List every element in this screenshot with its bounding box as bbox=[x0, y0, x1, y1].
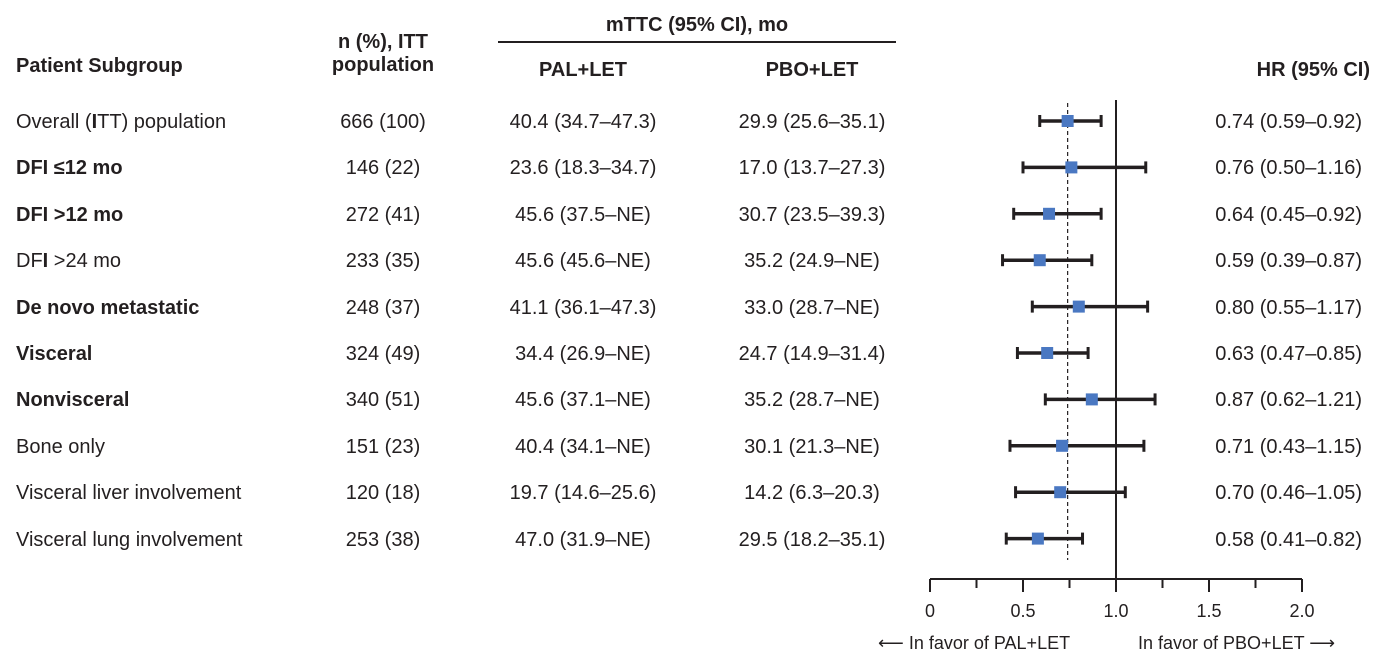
label-pre: Overall ( bbox=[16, 111, 92, 133]
hr-point-marker bbox=[1056, 439, 1069, 452]
hr-point-marker bbox=[1072, 300, 1085, 313]
header-n-line1: n (%), ITT bbox=[338, 31, 428, 53]
pal-let-mttc: 40.4 (34.7–47.3) bbox=[509, 111, 657, 133]
hr-ci-text: 0.80 (0.55–1.17) bbox=[1215, 296, 1362, 319]
favor-right-text: In favor of PBO+LET bbox=[1138, 633, 1305, 653]
subgroup-label: DFI ≤12 mo bbox=[16, 156, 123, 180]
label-bold: Visceral bbox=[16, 343, 93, 365]
pbo-let-mttc: 33.0 (28.7–NE) bbox=[744, 296, 880, 319]
label-pre: Visceral liver involvement bbox=[16, 482, 242, 505]
header-pal-let: PAL+LET bbox=[539, 59, 627, 81]
hr-ci-text: 0.59 (0.39–0.87) bbox=[1215, 250, 1362, 273]
pbo-let-mttc: 29.5 (18.2–35.1) bbox=[738, 528, 886, 551]
x-tick-label: 1.0 bbox=[1103, 601, 1128, 621]
subgroup-label: De novo metastatic bbox=[16, 296, 199, 320]
pbo-let-mttc: 29.9 (25.6–35.1) bbox=[738, 111, 886, 133]
n-percent: 248 (37) bbox=[345, 296, 421, 319]
n-percent: 340 (51) bbox=[345, 389, 421, 412]
n-percent: 272 (41) bbox=[345, 203, 421, 226]
pbo-let-mttc: 24.7 (14.9–31.4) bbox=[738, 343, 886, 365]
hr-point-marker bbox=[1065, 161, 1078, 174]
pbo-let-mttc: 35.2 (28.7–NE) bbox=[744, 389, 880, 412]
n-percent: 120 (18) bbox=[345, 482, 421, 505]
header-pbo-let: PBO+LET bbox=[765, 59, 859, 81]
hr-point-marker bbox=[1061, 115, 1074, 127]
label-pre: Visceral lung involvement bbox=[16, 528, 243, 551]
hr-point-marker bbox=[1043, 207, 1056, 220]
hr-point-marker bbox=[1031, 532, 1044, 545]
pbo-let-mttc: 17.0 (13.7–27.3) bbox=[738, 157, 886, 180]
label-pre: DF bbox=[16, 250, 43, 273]
hr-ci-text: 0.70 (0.46–1.05) bbox=[1215, 482, 1362, 505]
n-percent: 233 (35) bbox=[345, 250, 421, 273]
label-bold: I bbox=[42, 250, 49, 273]
favor-left-text: In favor of PAL+LET bbox=[908, 633, 1071, 653]
x-tick-label: 0.5 bbox=[1010, 601, 1035, 621]
hr-ci-text: 0.76 (0.50–1.16) bbox=[1215, 157, 1362, 180]
hr-point-marker bbox=[1085, 393, 1098, 406]
n-percent: 151 (23) bbox=[345, 435, 421, 458]
hr-ci-text: 0.87 (0.62–1.21) bbox=[1215, 389, 1362, 412]
pal-let-mttc: 45.6 (45.6–NE) bbox=[515, 250, 651, 273]
subgroup-label: DFI >24 mo bbox=[16, 249, 121, 273]
hr-point-marker bbox=[1041, 347, 1054, 359]
right-arrow-icon: ⟶ bbox=[1309, 633, 1336, 653]
x-tick-label: 2.0 bbox=[1289, 601, 1314, 621]
pal-let-mttc: 23.6 (18.3–34.7) bbox=[509, 157, 657, 180]
label-bold: DFI >12 mo bbox=[16, 203, 124, 226]
hr-point-marker bbox=[1033, 254, 1046, 267]
header-mttc: mTTC (95% CI), mo bbox=[605, 14, 789, 36]
pal-let-mttc: 19.7 (14.6–25.6) bbox=[509, 482, 657, 505]
label-bold: I bbox=[91, 111, 98, 133]
label-bold: De novo metastatic bbox=[16, 296, 200, 319]
subgroup-label: Visceral bbox=[16, 342, 92, 366]
hr-ci-text: 0.64 (0.45–0.92) bbox=[1215, 203, 1362, 226]
hr-ci-text: 0.71 (0.43–1.15) bbox=[1215, 435, 1362, 458]
pal-let-mttc: 34.4 (26.9–NE) bbox=[515, 343, 651, 365]
hr-ci-text: 0.74 (0.59–0.92) bbox=[1215, 111, 1362, 133]
pbo-let-mttc: 30.1 (21.3–NE) bbox=[744, 435, 880, 458]
favor-pal-let-label: ⟵ In favor of PAL+LET bbox=[878, 632, 1070, 654]
subgroup-label: Bone only bbox=[16, 435, 105, 459]
label-post: TT) population bbox=[97, 111, 227, 133]
pal-let-mttc: 45.6 (37.5–NE) bbox=[515, 203, 651, 226]
header-n-line2: population bbox=[331, 54, 435, 76]
label-post: >24 mo bbox=[48, 250, 122, 273]
pbo-let-mttc: 35.2 (24.9–NE) bbox=[744, 250, 880, 273]
pal-let-mttc: 41.1 (36.1–47.3) bbox=[509, 296, 657, 319]
subgroup-label: Nonvisceral bbox=[16, 388, 129, 412]
label-bold: Nonvisceral bbox=[16, 389, 130, 412]
pal-let-mttc: 40.4 (34.1–NE) bbox=[515, 435, 651, 458]
mttc-header-rule bbox=[498, 41, 896, 43]
left-arrow-icon: ⟵ bbox=[878, 633, 904, 653]
label-bold: DFI ≤12 mo bbox=[16, 157, 123, 180]
n-percent: 253 (38) bbox=[345, 528, 421, 551]
label-pre: Bone only bbox=[16, 435, 105, 458]
subgroup-label: Overall (ITT) population bbox=[16, 110, 226, 134]
hr-ci-text: 0.58 (0.41–0.82) bbox=[1215, 528, 1362, 551]
header-n-itt: n (%), ITT population bbox=[318, 31, 448, 77]
n-percent: 324 (49) bbox=[345, 343, 421, 365]
x-tick-label: 0 bbox=[925, 601, 935, 621]
n-percent: 666 (100) bbox=[340, 111, 426, 133]
x-tick-label: 1.5 bbox=[1196, 601, 1221, 621]
favor-pbo-let-label: In favor of PBO+LET ⟶ bbox=[1138, 632, 1335, 654]
pbo-let-mttc: 30.7 (23.5–39.3) bbox=[738, 203, 886, 226]
pal-let-mttc: 45.6 (37.1–NE) bbox=[515, 389, 651, 412]
hr-ci-text: 0.63 (0.47–0.85) bbox=[1215, 343, 1362, 365]
pal-let-mttc: 47.0 (31.9–NE) bbox=[515, 528, 651, 551]
subgroup-label: DFI >12 mo bbox=[16, 203, 123, 227]
n-percent: 146 (22) bbox=[345, 157, 421, 180]
header-patient-subgroup: Patient Subgroup bbox=[16, 55, 183, 77]
hr-point-marker bbox=[1054, 486, 1067, 499]
header-hr: HR (95% CI) bbox=[1256, 59, 1370, 81]
subgroup-label: Visceral lung involvement bbox=[16, 528, 242, 552]
pbo-let-mttc: 14.2 (6.3–20.3) bbox=[744, 482, 880, 505]
subgroup-label: Visceral liver involvement bbox=[16, 481, 241, 505]
